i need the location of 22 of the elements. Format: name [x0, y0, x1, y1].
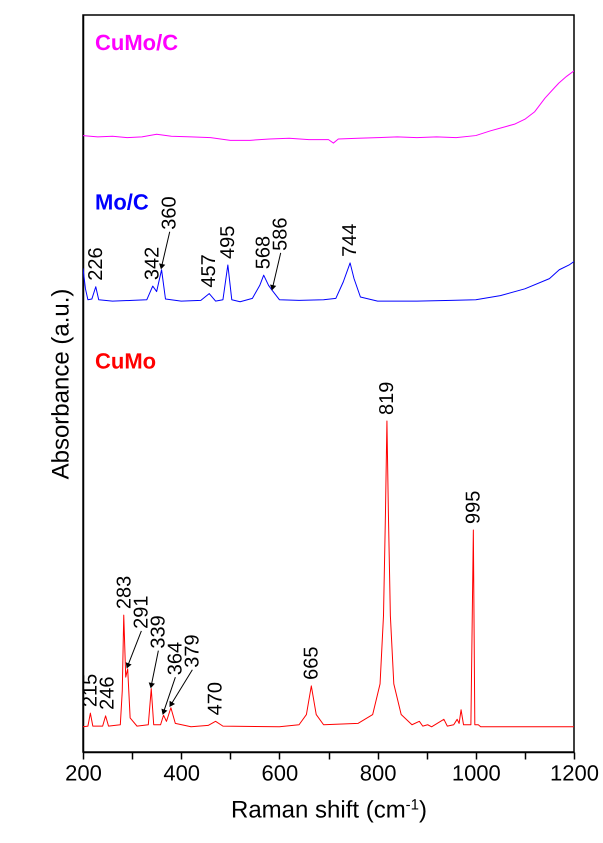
annotation: 379 [181, 634, 204, 668]
annotation: 470 [204, 682, 227, 716]
y-axis-title: Absorbance (a.u.) [48, 288, 74, 480]
x-tick-label: 400 [163, 760, 200, 786]
annotation: 360 [158, 196, 181, 230]
annotation: 819 [376, 382, 398, 415]
text: Mo/C [95, 189, 149, 214]
annotation: 995 [462, 490, 484, 524]
annotation: 665 [300, 646, 322, 680]
x-axis-title: Raman shift (cm$^{-1}$) [230, 796, 428, 824]
x-tick-label: 1000 [452, 760, 501, 786]
x-tick-label: 1200 [550, 760, 599, 786]
annotation: 342 [142, 246, 164, 280]
annotation: 246 [96, 676, 118, 710]
x-tick-label: 600 [262, 760, 298, 786]
x-tick-label: 200 [65, 760, 102, 786]
text: CuMo/C [95, 30, 178, 55]
annotation: 744 [339, 224, 362, 257]
annotation: 586 [270, 217, 292, 251]
annotation: 226 [84, 247, 107, 281]
x-tick-label: 800 [360, 760, 396, 786]
text: CuMo [95, 348, 156, 374]
